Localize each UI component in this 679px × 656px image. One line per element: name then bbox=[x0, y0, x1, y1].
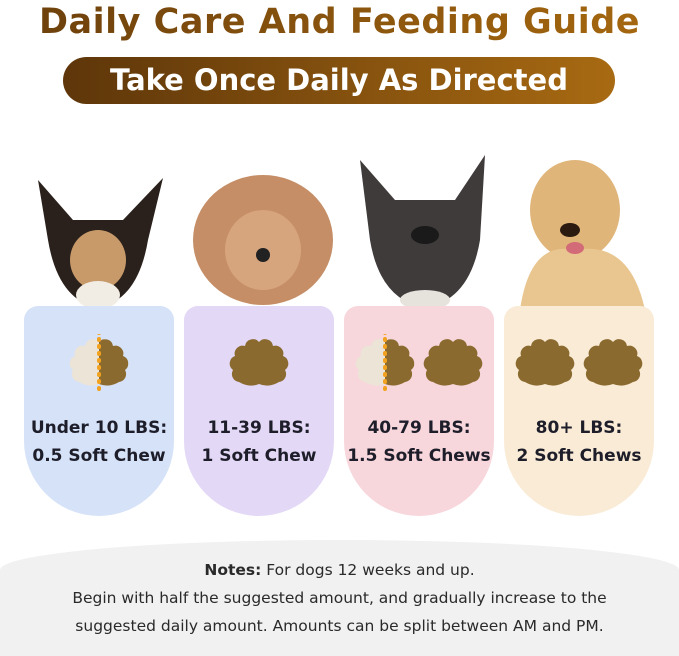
soft-chew-icon bbox=[423, 339, 483, 386]
soft-chew-icon bbox=[355, 334, 415, 392]
dosage-card-under-10: Under 10 LBS: 0.5 Soft Chew bbox=[24, 306, 174, 516]
notes-label: Notes: bbox=[204, 561, 262, 579]
soft-chews bbox=[184, 334, 334, 392]
dose-amount: 1.5 Soft Chews bbox=[347, 446, 491, 466]
dosage-card-80-plus: 80+ LBS: 2 Soft Chews bbox=[504, 306, 654, 516]
subtitle-banner: Take Once Daily As Directed bbox=[63, 57, 615, 104]
dosage-card-40-79: 40-79 LBS: 1.5 Soft Chews bbox=[344, 306, 494, 516]
dosage-label: 11-39 LBS: 1 Soft Chew bbox=[184, 414, 334, 470]
page-title: Daily Care And Feeding Guide bbox=[0, 2, 679, 42]
dosage-label: 40-79 LBS: 1.5 Soft Chews bbox=[344, 414, 494, 470]
notes: Notes: For dogs 12 weeks and up. Begin w… bbox=[0, 556, 679, 640]
soft-chews bbox=[504, 334, 654, 392]
dosage-label: Under 10 LBS: 0.5 Soft Chew bbox=[24, 414, 174, 470]
dose-amount: 1 Soft Chew bbox=[201, 446, 317, 466]
french-bulldog-photo bbox=[355, 150, 495, 310]
soft-chew-icon bbox=[515, 339, 575, 386]
golden-retriever-photo bbox=[510, 150, 650, 310]
soft-chew-icon bbox=[583, 339, 643, 386]
dosage-label: 80+ LBS: 2 Soft Chews bbox=[504, 414, 654, 470]
soft-chew-icon bbox=[69, 334, 129, 392]
soft-chew-icon bbox=[229, 339, 289, 386]
notes-background bbox=[0, 540, 679, 656]
weight-range: Under 10 LBS: bbox=[30, 418, 168, 438]
soft-chews bbox=[24, 334, 174, 392]
notes-line3: suggested daily amount. Amounts can be s… bbox=[75, 617, 604, 635]
weight-range: 80+ LBS: bbox=[535, 418, 623, 438]
poodle-photo bbox=[188, 170, 333, 330]
weight-range: 11-39 LBS: bbox=[207, 418, 311, 438]
dosage-card-11-39: 11-39 LBS: 1 Soft Chew bbox=[184, 306, 334, 516]
notes-line2: Begin with half the suggested amount, an… bbox=[72, 589, 607, 607]
notes-line1: For dogs 12 weeks and up. bbox=[266, 561, 475, 579]
chihuahua-photo bbox=[28, 150, 168, 310]
dose-amount: 2 Soft Chews bbox=[516, 446, 642, 466]
soft-chews bbox=[344, 334, 494, 392]
dose-amount: 0.5 Soft Chew bbox=[32, 446, 166, 466]
weight-range: 40-79 LBS: bbox=[367, 418, 471, 438]
